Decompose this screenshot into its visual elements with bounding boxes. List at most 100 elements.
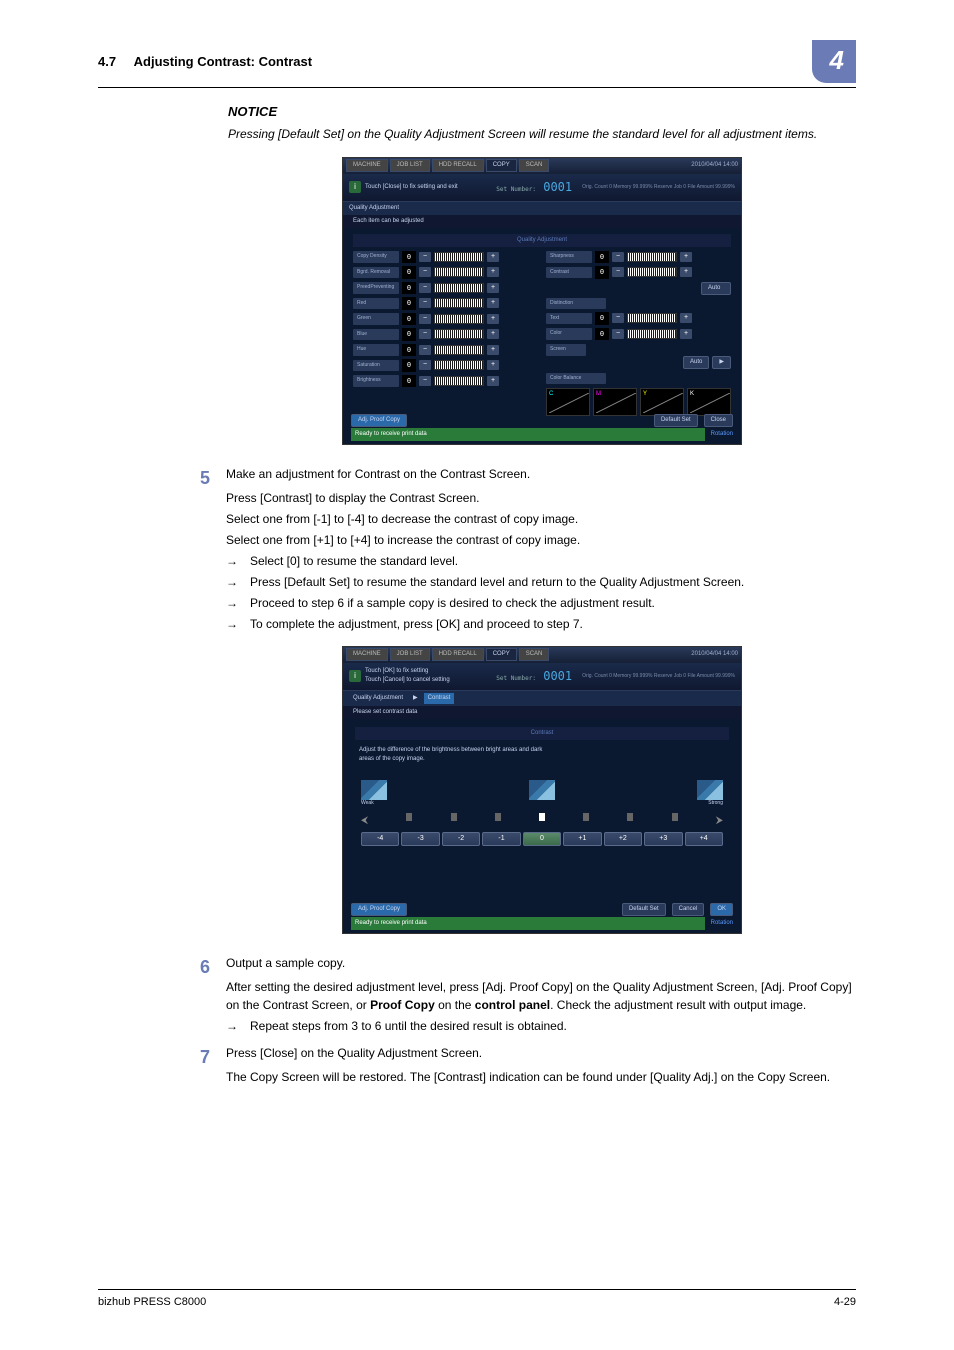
plus-button[interactable]: + [487, 314, 499, 324]
screen-next-button[interactable]: ▶ [712, 356, 731, 369]
slider-ticks[interactable] [627, 329, 677, 339]
minus-button[interactable]: − [419, 283, 431, 293]
adj-label: Text [546, 313, 592, 325]
plus-button[interactable]: + [487, 252, 499, 262]
tab-copy[interactable]: COPY [486, 648, 517, 661]
minus-button[interactable]: − [419, 376, 431, 386]
section-number: 4.7 [98, 54, 116, 69]
minus-button[interactable]: − [419, 267, 431, 277]
minus-button[interactable]: − [419, 252, 431, 262]
adj-value: 0 [595, 266, 609, 279]
arrow-right-icon: ⮞ [716, 813, 723, 828]
plus-button[interactable]: + [487, 329, 499, 339]
plus-button[interactable]: + [680, 313, 692, 323]
tab-hddrecall[interactable]: HDD RECALL [432, 159, 484, 172]
plus-button[interactable]: + [487, 360, 499, 370]
adj-value: 0 [402, 251, 416, 264]
adj-value: 0 [595, 328, 609, 341]
header-left: 4.7 Adjusting Contrast: Contrast [98, 52, 312, 72]
tab-hddrecall[interactable]: HDD RECALL [432, 648, 484, 661]
minus-button[interactable]: − [612, 329, 624, 339]
step-6-number: 6 [192, 954, 210, 1038]
slider-ticks[interactable] [434, 345, 484, 355]
tab-machine[interactable]: MACHINE [346, 648, 388, 661]
slider-ticks[interactable] [627, 252, 677, 262]
plus-button[interactable]: + [487, 267, 499, 277]
slider-ticks[interactable] [434, 329, 484, 339]
auto-button[interactable]: Auto [701, 282, 731, 295]
contrast-btn-0[interactable]: 0 [523, 832, 561, 846]
contrast-btn--1[interactable]: -1 [482, 832, 520, 846]
tab-joblist[interactable]: JOB LIST [390, 648, 430, 661]
notch [672, 813, 678, 821]
step-5-arrow-3: Proceed to step 6 if a sample copy is de… [250, 594, 655, 612]
slider-ticks[interactable] [434, 314, 484, 324]
minus-button[interactable]: − [419, 345, 431, 355]
slider-ticks[interactable] [434, 298, 484, 308]
plus-button[interactable]: + [680, 329, 692, 339]
tab-scan[interactable]: SCAN [519, 159, 550, 172]
plus-button[interactable]: + [680, 267, 692, 277]
contrast-btn-+4[interactable]: +4 [685, 832, 723, 846]
tab-copy[interactable]: COPY [486, 159, 517, 172]
contrast-section-title: Contrast [355, 727, 729, 740]
tab-machine[interactable]: MACHINE [346, 159, 388, 172]
plus-button[interactable]: + [487, 376, 499, 386]
minus-button[interactable]: − [419, 314, 431, 324]
set-number: 0001 [543, 669, 572, 683]
adj-value: 0 [402, 297, 416, 310]
minus-button[interactable]: − [612, 267, 624, 277]
breadcrumb-qa[interactable]: Quality Adjustment [349, 693, 407, 704]
plus-button[interactable]: + [487, 345, 499, 355]
notch [451, 813, 457, 821]
plus-button[interactable]: + [680, 252, 692, 262]
contrast-btn--4[interactable]: -4 [361, 832, 399, 846]
slider-ticks[interactable] [434, 267, 484, 277]
slider-ticks[interactable] [627, 313, 677, 323]
section-title: Adjusting Contrast: Contrast [134, 54, 312, 69]
slider-ticks[interactable] [627, 267, 677, 277]
slider-ticks[interactable] [434, 376, 484, 386]
step-5-line-3: Select one from [+1] to [+4] to increase… [226, 531, 856, 549]
adj-label: Copy Density [353, 251, 399, 263]
notice-body: Pressing [Default Set] on the Quality Ad… [228, 125, 856, 143]
timestamp: 2010/04/04 14:00 [691, 650, 738, 659]
screen-auto-button[interactable]: Auto [683, 356, 709, 369]
minus-button[interactable]: − [419, 298, 431, 308]
info-text: Touch [OK] to fix setting Touch [Cancel]… [365, 667, 450, 685]
distinction-label: Distinction [546, 298, 606, 310]
minus-button[interactable]: − [612, 252, 624, 262]
contrast-btn-+2[interactable]: +2 [604, 832, 642, 846]
adj-label: Saturation [353, 360, 399, 372]
footer-left: bizhub PRESS C8000 [98, 1294, 206, 1311]
set-number-label: Set Number: [496, 675, 536, 682]
rotation-indicator: Rotation [711, 430, 733, 439]
minus-button[interactable]: − [612, 313, 624, 323]
contrast-btn-+3[interactable]: +3 [644, 832, 682, 846]
slider-ticks[interactable] [434, 252, 484, 262]
step-7-number: 7 [192, 1044, 210, 1089]
contrast-screenshot: MACHINE JOB LIST HDD RECALL COPY SCAN 20… [342, 646, 742, 934]
tab-joblist[interactable]: JOB LIST [390, 159, 430, 172]
arrow-icon: → [226, 594, 244, 612]
tab-scan[interactable]: SCAN [519, 648, 550, 661]
step-5-number: 5 [192, 465, 210, 636]
slider-ticks[interactable] [434, 283, 484, 293]
contrast-btn--3[interactable]: -3 [401, 832, 439, 846]
notch [495, 813, 501, 821]
notch [627, 813, 633, 821]
minus-button[interactable]: − [419, 360, 431, 370]
plus-button[interactable]: + [487, 283, 499, 293]
notch [406, 813, 412, 821]
adj-label: Brightness [353, 375, 399, 387]
minus-button[interactable]: − [419, 329, 431, 339]
contrast-desc: Adjust the difference of the brightness … [355, 744, 729, 766]
adj-value: 0 [402, 266, 416, 279]
set-number-label: Set Number: [496, 186, 536, 193]
step-6-arrow-1: Repeat steps from 3 to 6 until the desir… [250, 1017, 567, 1035]
adj-label: Red [353, 298, 399, 310]
plus-button[interactable]: + [487, 298, 499, 308]
contrast-btn--2[interactable]: -2 [442, 832, 480, 846]
slider-ticks[interactable] [434, 360, 484, 370]
contrast-btn-+1[interactable]: +1 [563, 832, 601, 846]
